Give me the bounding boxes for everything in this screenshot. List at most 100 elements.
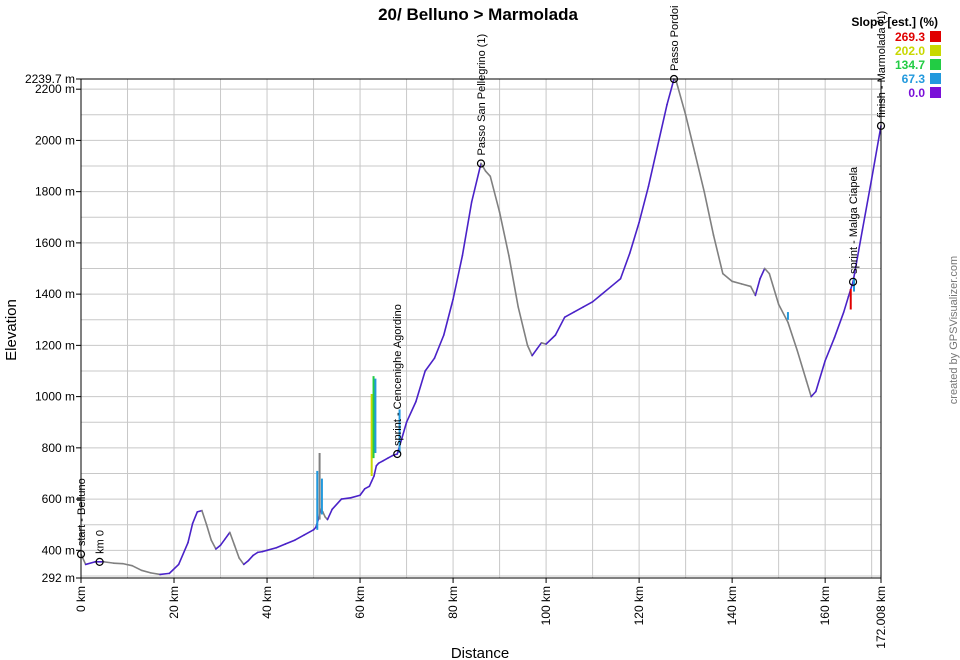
profile-segment	[573, 306, 585, 313]
profile-segment	[442, 298, 454, 336]
profile-segment	[326, 508, 333, 521]
profile-segment	[322, 511, 326, 518]
legend-value: 202.0	[895, 44, 925, 58]
plot-frame	[80, 78, 882, 579]
profile-segment	[591, 293, 603, 303]
x-tick-label: 172.008 km	[874, 586, 888, 649]
profile-segment	[405, 400, 417, 424]
profile-segment	[842, 295, 850, 313]
profile-segment	[805, 380, 812, 398]
profile-segment	[498, 211, 510, 257]
legend-swatch	[930, 31, 941, 42]
profile-segment	[712, 234, 724, 275]
profile-segment	[261, 549, 268, 553]
profile-segment	[349, 494, 361, 499]
legend-value: 67.3	[902, 72, 926, 86]
profile-segment	[703, 190, 715, 237]
x-tick-label: 120 km	[632, 586, 646, 625]
x-axis-label: Distance	[451, 645, 509, 660]
profile-segment	[619, 252, 631, 280]
profile-segment	[749, 285, 757, 297]
profile-segment	[484, 170, 492, 178]
profile-segment	[415, 370, 426, 403]
profile-segment	[810, 390, 817, 398]
profile-segment	[159, 572, 171, 576]
profile-segment	[219, 538, 226, 547]
x-tick-label: 0 km	[74, 586, 88, 612]
profile-segment	[852, 229, 864, 283]
profile-segment	[242, 559, 250, 566]
profile-segment	[177, 541, 189, 566]
y-tick-label: 800 m	[42, 441, 75, 455]
profile-segment	[224, 531, 231, 540]
profile-segment	[284, 539, 296, 545]
y-tick-label: 2239.7 m	[25, 72, 75, 86]
profile-segment	[554, 316, 566, 336]
profile-segment	[731, 280, 743, 285]
profile-segment	[694, 152, 706, 193]
slope-spikes	[316, 278, 855, 530]
y-tick-label: 600 m	[42, 492, 75, 506]
profile-segment	[601, 285, 613, 295]
waypoint-marker	[848, 277, 858, 286]
profile-segment	[382, 457, 389, 462]
profile-segment	[168, 563, 180, 575]
profile-segment	[215, 544, 222, 550]
chart-title: 20/ Belluno > Marmolada	[378, 5, 578, 24]
profile-segment	[833, 311, 845, 339]
waypoint-label: finish - Marmolada (1)	[876, 11, 888, 118]
x-tick-label: 160 km	[818, 586, 832, 625]
profile-segment	[545, 334, 557, 345]
profile-segment	[229, 531, 236, 547]
waypoint-marker	[95, 557, 104, 566]
y-tick-label: 2200 m	[35, 82, 75, 96]
profile-segment	[191, 511, 199, 525]
waypoint-marker	[393, 449, 402, 459]
profile-segment	[824, 336, 836, 362]
profile-segment	[540, 342, 547, 345]
profile-segment	[196, 509, 203, 513]
profile-segment	[187, 522, 194, 544]
x-tick-label: 140 km	[725, 586, 739, 625]
profile-segment	[452, 254, 464, 301]
profile-segment	[489, 175, 501, 213]
grid	[81, 79, 881, 578]
profile-segment	[103, 561, 115, 564]
waypoint-label: Passo San Pellegrino (1)	[476, 34, 488, 156]
profile-segment	[205, 523, 213, 541]
profile-segment	[461, 201, 473, 257]
waypoint-label: sprint - Malga Ciapela	[848, 166, 860, 274]
profile-segment	[122, 562, 133, 567]
profile-segment	[647, 144, 659, 188]
profile-segment	[80, 553, 87, 566]
profile-segment	[722, 272, 733, 283]
profile-segment	[210, 539, 217, 550]
credit-text: created by GPSVisualizer.com	[948, 256, 960, 404]
profile-segment	[675, 80, 687, 116]
profile-segment	[275, 543, 287, 549]
profile-segment	[480, 162, 487, 172]
profile-segment	[294, 534, 306, 541]
profile-segment	[796, 349, 808, 383]
legend-value: 134.7	[895, 58, 925, 72]
profile-segment	[84, 561, 96, 566]
legend-value: 0.0	[908, 86, 925, 100]
profile-segment	[373, 464, 378, 477]
y-tick-label: 400 m	[42, 543, 75, 557]
x-tick-label: 40 km	[260, 586, 274, 619]
x-tick-label: 80 km	[446, 586, 460, 619]
profile-segment	[787, 321, 799, 352]
profile-segment	[815, 359, 826, 393]
profile-segment	[387, 454, 394, 459]
x-tick-label: 20 km	[167, 586, 181, 619]
profile-segment	[517, 306, 529, 347]
legend-swatch	[930, 73, 941, 84]
profile-segment	[610, 277, 622, 288]
profile-segment	[656, 103, 668, 147]
profile-segment	[470, 162, 482, 203]
profile-segment	[763, 267, 771, 275]
profile-segment	[535, 342, 543, 351]
y-tick-label: 1000 m	[35, 390, 75, 404]
x-tick-label: 60 km	[353, 586, 367, 619]
